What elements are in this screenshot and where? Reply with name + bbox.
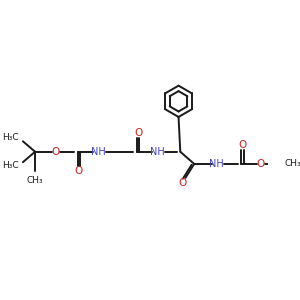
Text: O: O bbox=[256, 159, 264, 169]
Text: NH: NH bbox=[91, 147, 106, 157]
Text: CH₃: CH₃ bbox=[27, 176, 44, 185]
Text: O: O bbox=[178, 178, 186, 188]
Text: O: O bbox=[75, 166, 83, 176]
Text: NH: NH bbox=[150, 147, 165, 157]
Text: O: O bbox=[238, 140, 247, 150]
Text: O: O bbox=[52, 147, 60, 157]
Text: O: O bbox=[134, 128, 142, 138]
Text: CH₃: CH₃ bbox=[285, 159, 300, 168]
Text: H₃C: H₃C bbox=[2, 133, 19, 142]
Text: H₃C: H₃C bbox=[2, 161, 19, 170]
Text: NH: NH bbox=[209, 159, 224, 169]
